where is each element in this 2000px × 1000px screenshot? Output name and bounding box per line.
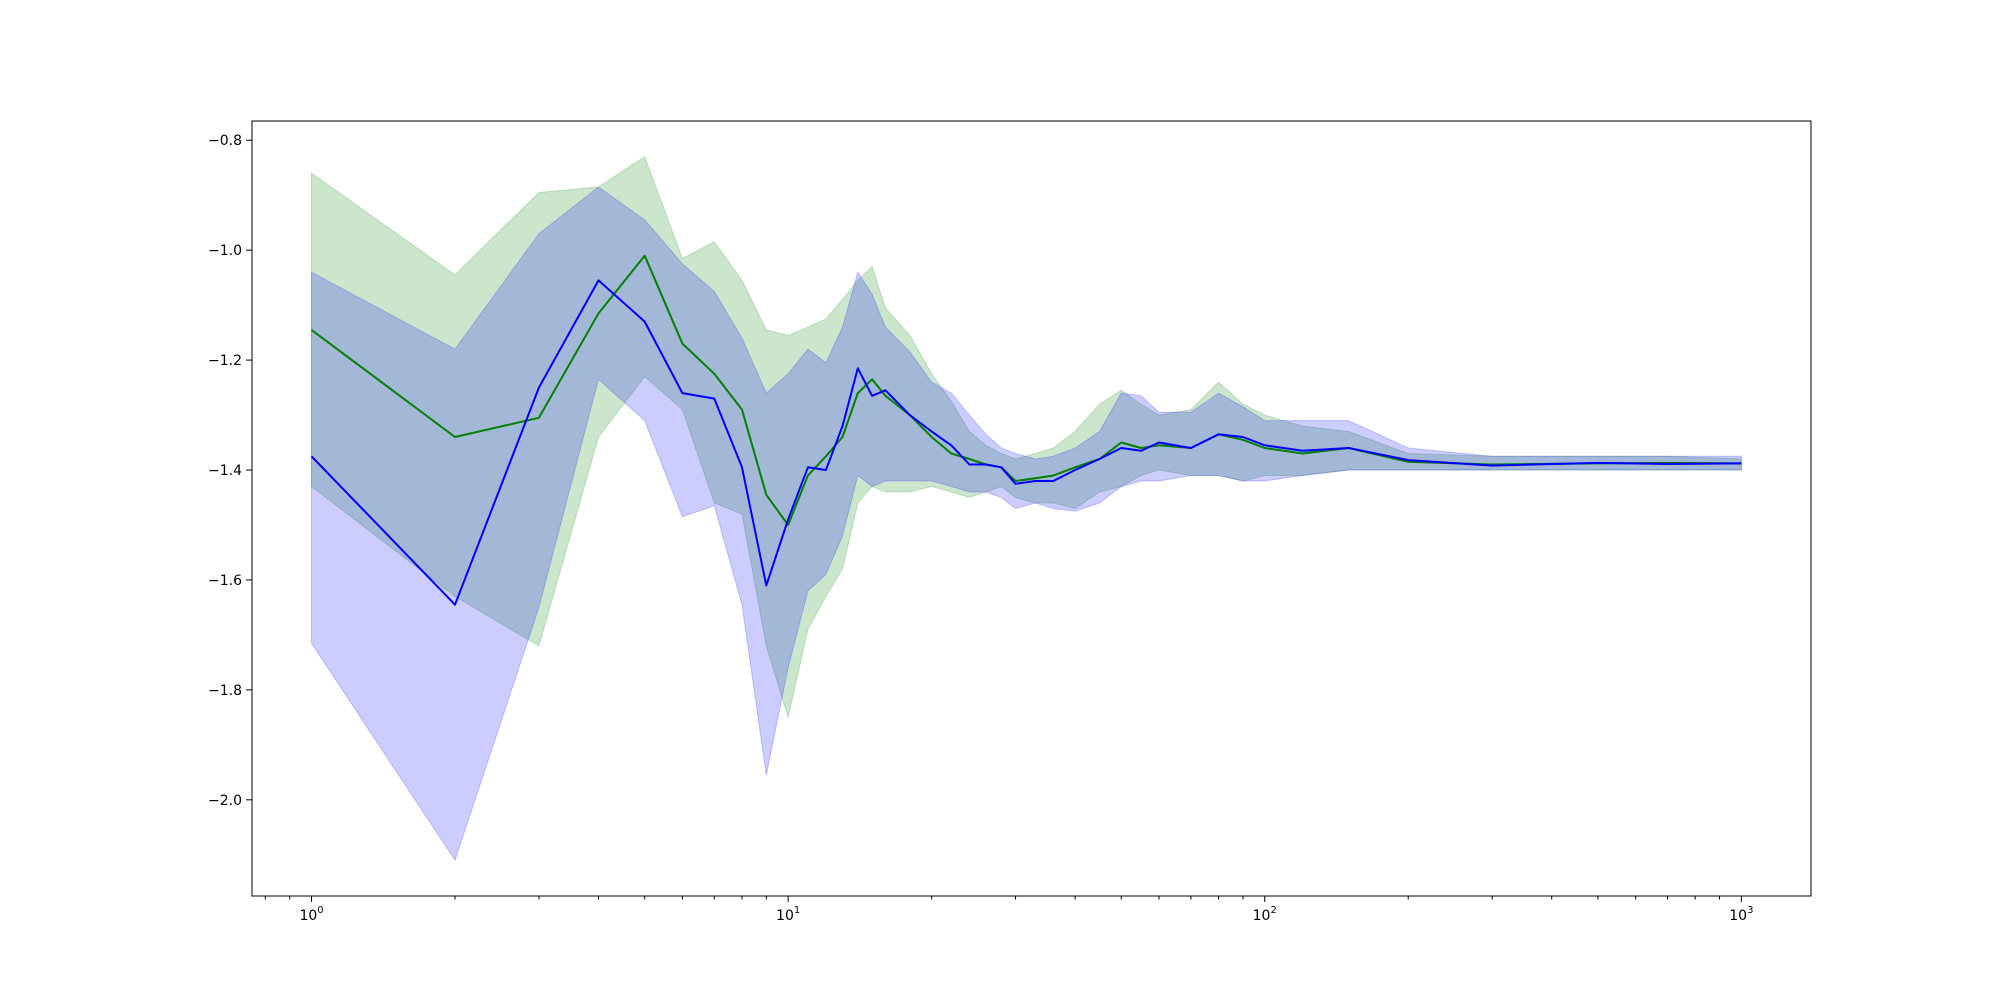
y-tick-label: −1.4 — [208, 463, 242, 479]
x-axis: 100 101 102 103 — [264, 896, 1753, 924]
y-tick-label: −1.6 — [208, 573, 242, 589]
confidence-bands — [311, 155, 1742, 862]
y-tick-label: −0.8 — [208, 133, 242, 149]
x-tick-label: 103 — [1729, 905, 1753, 924]
x-tick-label: 102 — [1253, 905, 1277, 924]
y-tick-label: −2.0 — [208, 793, 242, 809]
y-tick-label: −1.2 — [208, 353, 242, 369]
series-2-band — [311, 186, 1742, 862]
series-1-band — [311, 155, 1742, 720]
y-tick-label: −1.0 — [208, 243, 242, 259]
y-tick-label: −1.8 — [208, 683, 242, 699]
plot-area-frame — [251, 120, 1812, 897]
y-axis: −0.8 −1.0 −1.2 −1.4 −1.6 −1.8 −2.0 — [208, 133, 252, 809]
x-tick-label: 100 — [299, 905, 323, 924]
series-lines — [310, 254, 1742, 606]
x-tick-label: 101 — [776, 905, 800, 924]
series-2-line — [310, 279, 1742, 606]
